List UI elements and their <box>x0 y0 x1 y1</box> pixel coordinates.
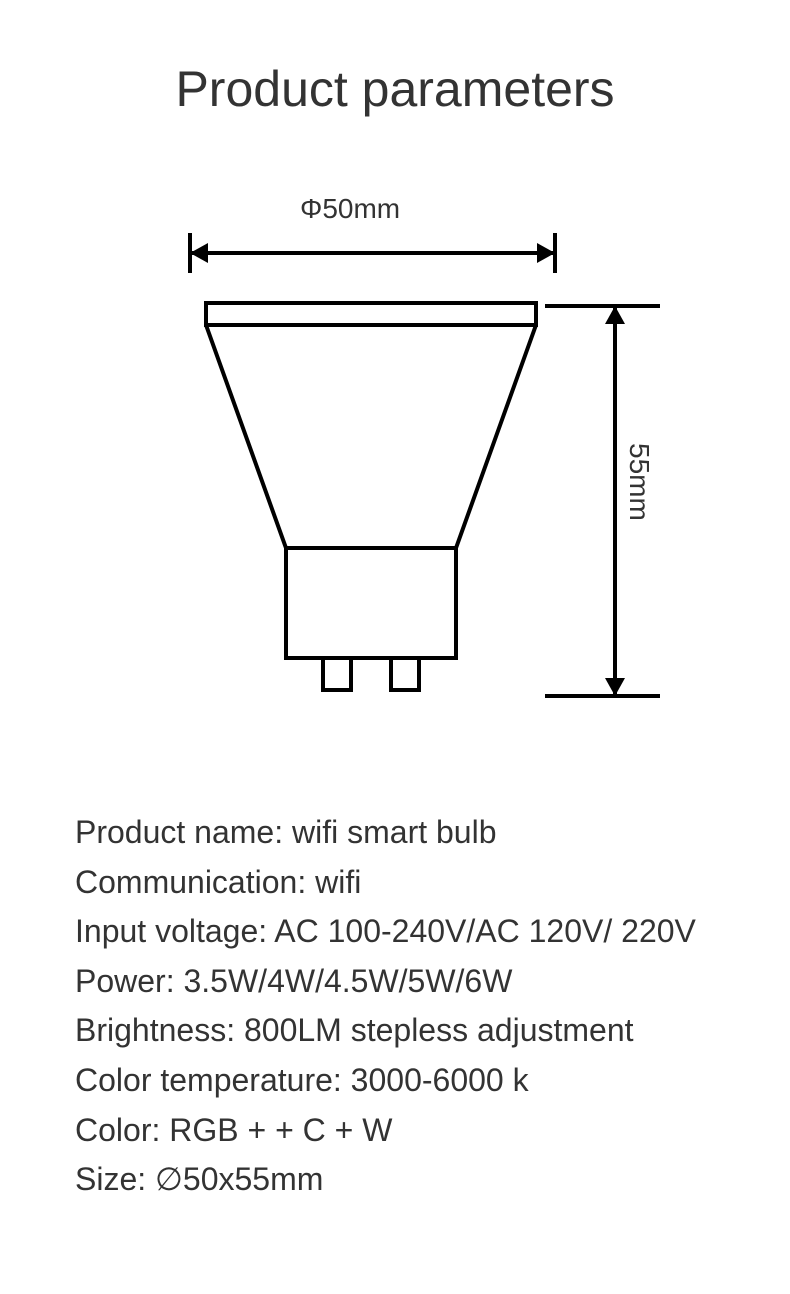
width-dimension-label: Φ50mm <box>300 193 400 225</box>
spec-line: Color: RGB + + C + W <box>75 1106 790 1156</box>
spec-line: Communication: wifi <box>75 858 790 908</box>
spec-line: Product name: wifi smart bulb <box>75 808 790 858</box>
spec-line: Size: ∅50x55mm <box>75 1155 790 1205</box>
height-dimension-label: 55mm <box>623 443 655 521</box>
diagram-svg <box>0 178 790 738</box>
spec-list: Product name: wifi smart bulbCommunicati… <box>0 738 790 1205</box>
page-title: Product parameters <box>0 0 790 178</box>
spec-line: Power: 3.5W/4W/4.5W/5W/6W <box>75 957 790 1007</box>
bulb-diagram: Φ50mm 55mm <box>0 178 790 738</box>
spec-line: Color temperature: 3000-6000 k <box>75 1056 790 1106</box>
spec-line: Brightness: 800LM stepless adjustment <box>75 1006 790 1056</box>
spec-line: Input voltage: AC 100-240V/AC 120V/ 220V <box>75 907 790 957</box>
